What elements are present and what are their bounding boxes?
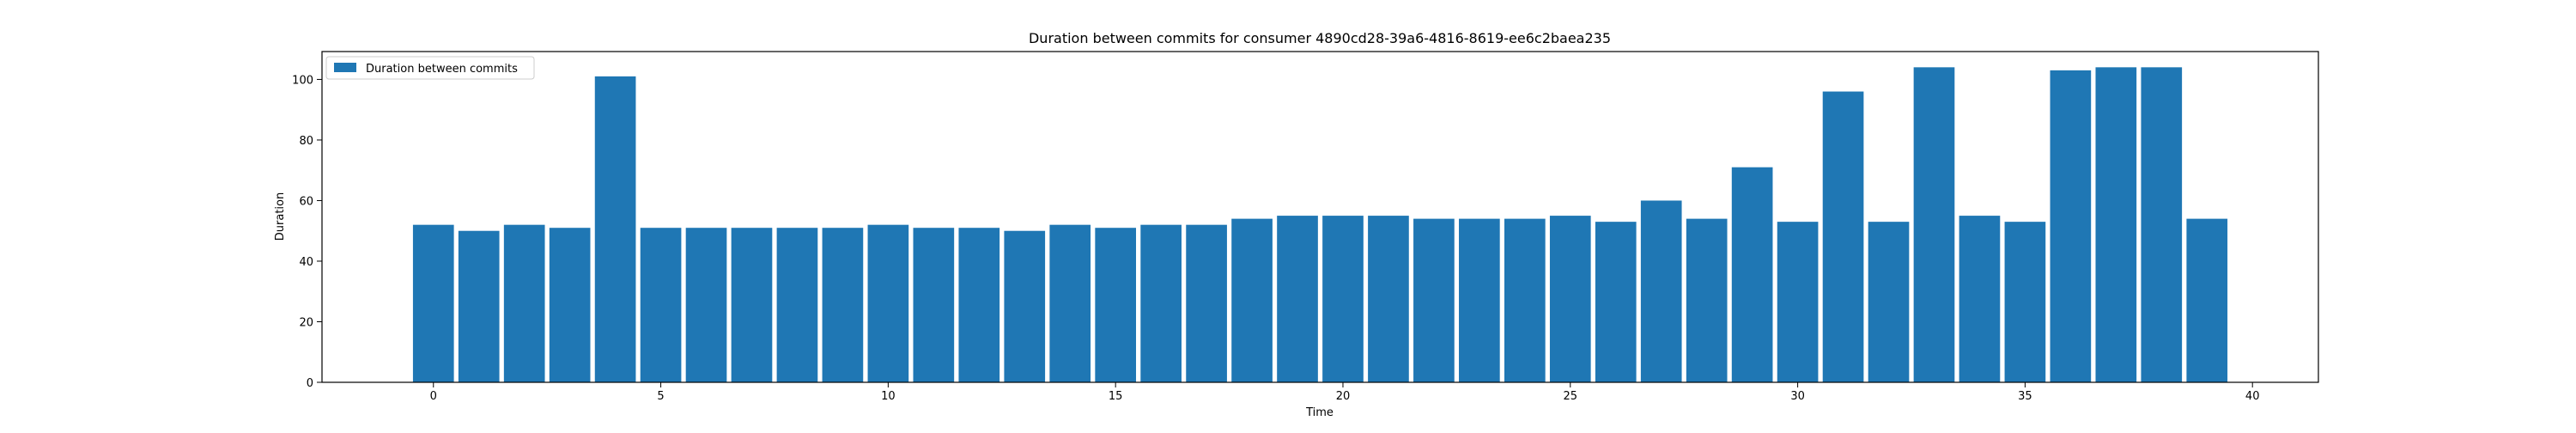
bar-28: [1686, 218, 1728, 382]
bar-22: [1413, 218, 1455, 382]
y-tick-label: 60: [299, 195, 313, 208]
bar-27: [1640, 200, 1682, 382]
bar-23: [1459, 218, 1500, 382]
bar-3: [549, 228, 591, 382]
bar-4: [594, 76, 636, 382]
y-tick-label: 100: [292, 74, 313, 87]
x-tick-label: 30: [1790, 390, 1805, 403]
bar-9: [822, 228, 864, 382]
x-tick-label: 20: [1336, 390, 1351, 403]
x-tick-label: 10: [881, 390, 896, 403]
x-axis-label: Time: [1305, 406, 1334, 419]
bar-19: [1277, 216, 1318, 382]
y-tick-label: 40: [299, 256, 313, 269]
chart-title: Duration between commits for consumer 48…: [1029, 30, 1611, 46]
y-tick-label: 20: [299, 316, 313, 329]
bar-26: [1595, 222, 1637, 382]
y-axis-label: Duration: [274, 192, 287, 241]
bar-13: [1004, 230, 1046, 382]
x-tick-label: 25: [1564, 390, 1578, 403]
bar-25: [1549, 216, 1591, 382]
bar-10: [867, 224, 909, 382]
bar-38: [2141, 67, 2183, 382]
bar-0: [412, 224, 454, 382]
bar-33: [1913, 67, 1955, 382]
bar-21: [1368, 216, 1409, 382]
bar-39: [2186, 218, 2228, 382]
bars-layer: [412, 67, 2228, 383]
bar-24: [1504, 218, 1546, 382]
bar-2: [503, 224, 545, 382]
plot-frame: [321, 51, 2319, 383]
bar-36: [2050, 70, 2092, 383]
bar-32: [1868, 222, 1910, 382]
bar-30: [1777, 222, 1819, 382]
bar-12: [958, 228, 1000, 382]
bar-18: [1231, 218, 1273, 382]
bar-14: [1049, 224, 1091, 382]
legend-swatch: [334, 63, 356, 72]
bar-35: [2004, 222, 2046, 382]
bar-5: [640, 228, 682, 382]
bar-17: [1186, 224, 1227, 382]
x-tick-label: 35: [2018, 390, 2032, 403]
x-tick-label: 0: [430, 390, 437, 403]
legend: Duration between commits: [325, 56, 535, 80]
x-tick-label: 5: [657, 390, 664, 403]
bar-8: [776, 228, 818, 382]
ticks-layer: 0 5 10 15 20 25 30 35 40 0 20 40 60 80 100: [292, 74, 2259, 403]
y-tick-label: 80: [299, 135, 313, 148]
x-tick-label: 40: [2245, 390, 2260, 403]
legend-label: Duration between commits: [366, 63, 518, 76]
legend-box: [325, 56, 535, 80]
y-tick-label: 0: [307, 377, 313, 390]
bar-15: [1095, 228, 1137, 382]
bar-16: [1140, 224, 1182, 382]
bar-1: [458, 230, 500, 382]
bar-7: [731, 228, 773, 382]
bar-20: [1322, 216, 1364, 382]
bar-6: [685, 228, 727, 382]
bar-31: [1822, 91, 1864, 382]
bar-29: [1731, 167, 1773, 382]
x-tick-label: 15: [1109, 390, 1123, 403]
bar-37: [2095, 67, 2137, 382]
bar-11: [913, 228, 955, 382]
bar-34: [1959, 216, 2001, 382]
